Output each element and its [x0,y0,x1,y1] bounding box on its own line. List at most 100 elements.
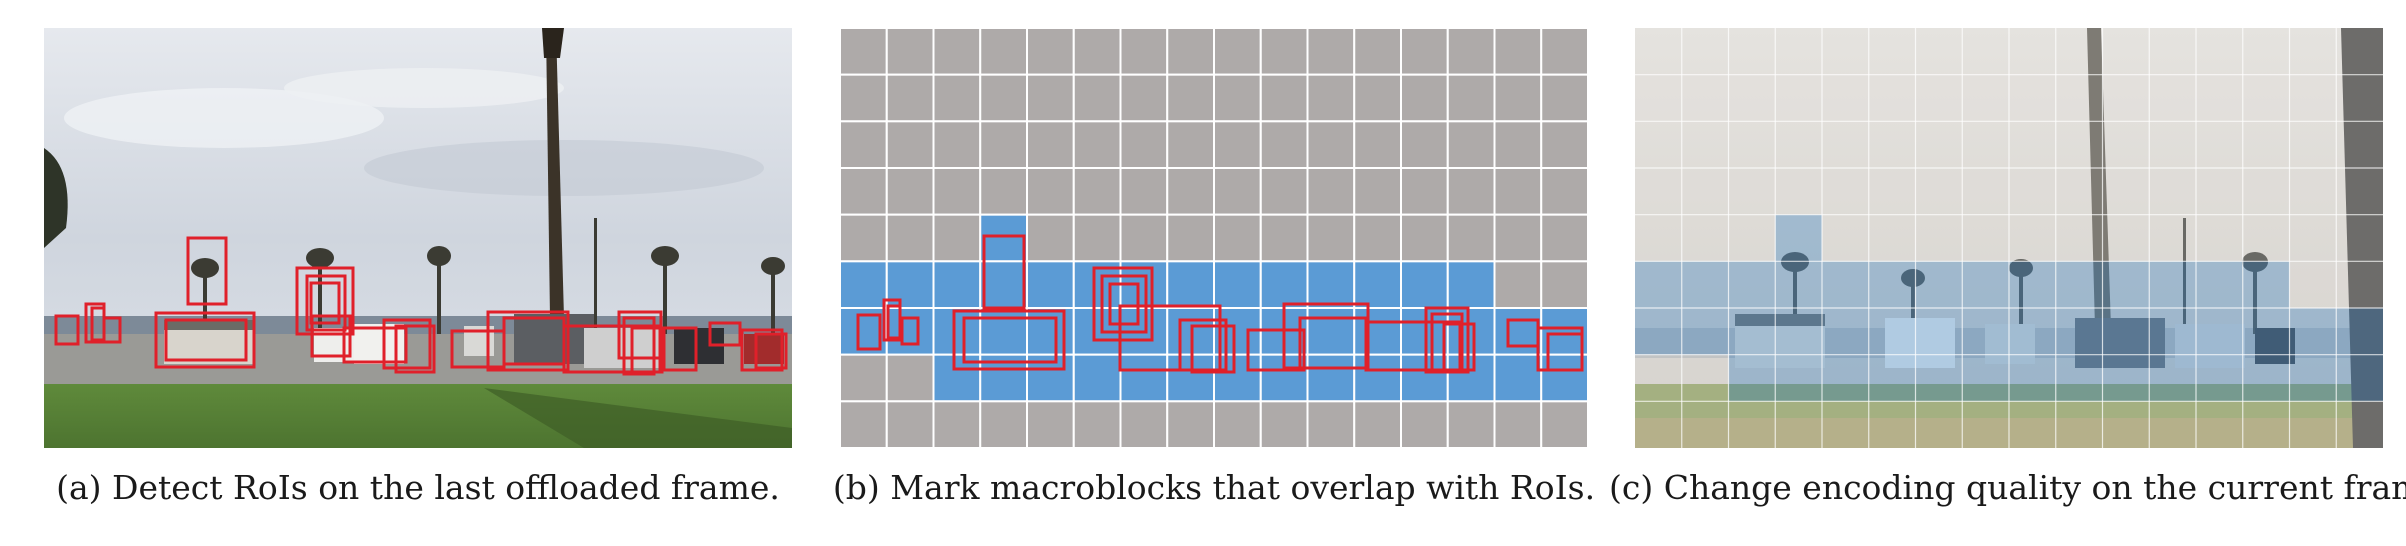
overlay-cell-low-quality [2196,401,2243,448]
macroblock [885,73,935,123]
macroblock [1166,73,1215,123]
overlay-cell-low-quality [2196,28,2243,75]
caption-a: (a) Detect RoIs on the last offloaded fr… [56,468,780,507]
overlay-cell-low-quality [1635,168,1682,215]
overlay-cell-low-quality [2055,401,2103,448]
overlay-cell-high-quality [2055,261,2103,308]
overlay-cell-low-quality [1681,401,1729,448]
overlay-cell-low-quality [2336,74,2383,122]
overlay-cell-low-quality [2289,168,2337,215]
macroblock [1400,213,1449,263]
overlay-cell-low-quality [2336,121,2383,168]
overlay-cell-low-quality [2242,74,2290,122]
macroblock-marked [1026,260,1075,309]
macroblock [1306,167,1356,216]
overlay-cell-low-quality [2055,168,2103,215]
overlay-cell-low-quality [2102,168,2150,215]
overlay-cell-high-quality [2196,354,2243,402]
overlay-cell-high-quality [2242,354,2290,402]
roi-box [962,316,1058,364]
overlay-cell-low-quality [1635,354,1682,402]
overlay-cell-low-quality [2242,214,2290,262]
overlay-cell-low-quality [2336,261,2383,308]
overlay-cell-low-quality [2242,168,2290,215]
macroblock [1493,260,1543,309]
macroblock [1306,73,1356,123]
overlay-cell-high-quality [1822,354,1869,402]
overlay-cell-high-quality [1728,308,1776,355]
macroblock [1026,73,1075,123]
overlay-cell-low-quality [1822,28,1869,75]
overlay-cell-high-quality [2242,308,2290,355]
macroblock [1540,28,1588,76]
macroblock [1166,120,1215,170]
caption-b: (b) Mark macroblocks that overlap with R… [832,468,1596,507]
overlay-cell-high-quality [1635,308,1682,355]
overlay-cell-low-quality [2196,121,2243,168]
overlay-cell-low-quality [1728,74,1776,122]
overlay-cell-low-quality [2009,121,2056,168]
overlay-cell-low-quality [1962,214,2009,262]
overlay-cell-low-quality [1775,168,1822,215]
overlay-cell-low-quality [2149,214,2196,262]
macroblock-marked [1400,260,1449,309]
macroblock [1259,73,1309,123]
macroblock [1259,167,1309,216]
roi-box [1118,304,1222,372]
macroblock [1026,167,1075,216]
macroblock [1493,167,1543,216]
macroblock [1400,400,1449,448]
macroblock [1446,167,1496,216]
macroblock [1353,400,1402,448]
overlay-cell-low-quality [1822,121,1869,168]
macroblock-grid [840,28,1588,448]
overlay-cell-low-quality [1775,74,1822,122]
macroblock-marked [1213,353,1262,403]
macroblock [979,167,1028,216]
overlay-cell-high-quality [1915,354,1963,402]
overlay-cell-high-quality [2102,261,2150,308]
macroblock-marked [1353,307,1402,356]
overlay-cell-low-quality [1868,401,1916,448]
macroblock [1306,28,1356,76]
overlay-cell-low-quality [1915,168,1963,215]
overlay-cell-low-quality [1681,121,1729,168]
scene-c-image [1635,28,2383,448]
roi-box [1178,318,1228,372]
macroblock [1026,400,1075,448]
overlay-cell-low-quality [2009,401,2056,448]
panel-b-macroblock-grid [840,28,1588,448]
macroblock [932,28,982,76]
macroblock-marked [1259,260,1309,309]
overlay-cell-low-quality [1775,28,1822,75]
macroblock-marked [1446,260,1496,309]
scene-a-image [44,28,792,448]
roi-box [1246,328,1306,372]
overlay-cell-low-quality [1635,28,1682,75]
overlay-cell-high-quality [1681,261,1729,308]
macroblock [1072,167,1122,216]
roi-box [982,234,1026,310]
macroblock [1213,213,1262,263]
macroblock-marked [1493,353,1543,403]
macroblock [1259,28,1309,76]
macroblock [1353,167,1402,216]
macroblock [1072,120,1122,170]
overlay-cell-low-quality [2102,74,2150,122]
macroblock [1259,400,1309,448]
macroblock [1493,73,1543,123]
overlay-cell-low-quality [2102,401,2150,448]
macroblock [1119,120,1169,170]
overlay-cell-low-quality [2289,214,2337,262]
overlay-cell-low-quality [1635,74,1682,122]
roi-box [1190,324,1236,374]
overlay-cell-high-quality [2009,308,2056,355]
roi-box [1442,322,1476,372]
macroblock [1166,400,1215,448]
overlay-cell-low-quality [1822,214,1869,262]
overlay-cell-low-quality [1962,168,2009,215]
macroblock [1446,73,1496,123]
overlay-cell-low-quality [2149,401,2196,448]
overlay-cell-high-quality [1868,261,1916,308]
overlay-cell-high-quality [2196,261,2243,308]
